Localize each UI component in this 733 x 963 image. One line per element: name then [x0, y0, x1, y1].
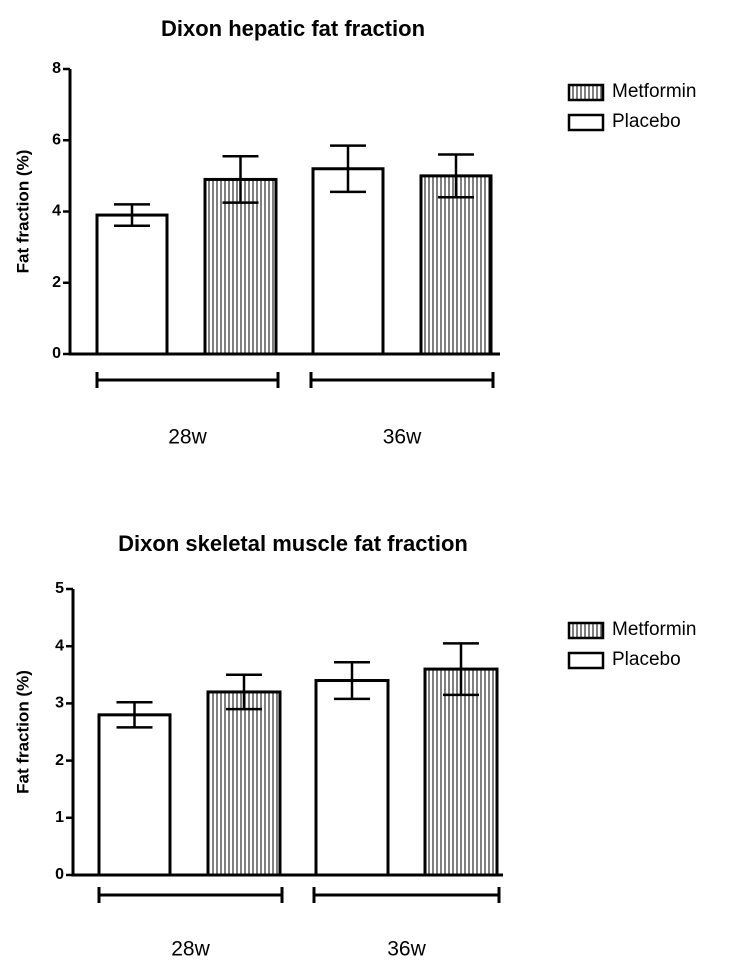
y-tick-label: 2: [52, 274, 61, 291]
bar: [97, 713, 172, 877]
bar: [311, 167, 385, 356]
legend-label: Metformin: [612, 81, 696, 102]
y-tick-label: 5: [55, 580, 64, 597]
y-tick-label: 1: [55, 809, 64, 826]
bar: [206, 690, 282, 877]
bar: [419, 174, 493, 356]
y-tick-label: 3: [55, 695, 64, 712]
legend-label: Metformin: [612, 619, 696, 640]
y-tick-label: 2: [55, 752, 64, 769]
bar: [314, 679, 390, 877]
legend-swatch: [567, 83, 605, 102]
legend-label: Placebo: [612, 649, 681, 670]
x-tick-label: 28w: [171, 938, 210, 961]
x-tick-label: 36w: [387, 938, 426, 961]
bar: [423, 667, 499, 877]
y-axis-label: Fat fraction (%): [13, 670, 32, 794]
y-tick-label: 6: [52, 131, 61, 148]
x-tick-label: 28w: [168, 426, 207, 449]
bar: [95, 213, 169, 356]
legend-label: Placebo: [612, 111, 681, 132]
y-tick-label: 0: [52, 345, 61, 362]
y-tick-label: 0: [55, 866, 64, 883]
legend-swatch: [567, 651, 605, 670]
legend-swatch: [567, 113, 605, 132]
y-tick-label: 4: [55, 637, 64, 654]
y-tick-label: 8: [52, 60, 61, 77]
bar: [203, 177, 278, 356]
y-axis-label: Fat fraction (%): [13, 150, 32, 274]
y-tick-label: 4: [52, 203, 61, 220]
chart-title: Dixon hepatic fat fraction: [161, 16, 425, 41]
x-tick-label: 36w: [383, 426, 422, 449]
legend-swatch: [567, 621, 605, 640]
chart-title: Dixon skeletal muscle fat fraction: [118, 531, 468, 556]
